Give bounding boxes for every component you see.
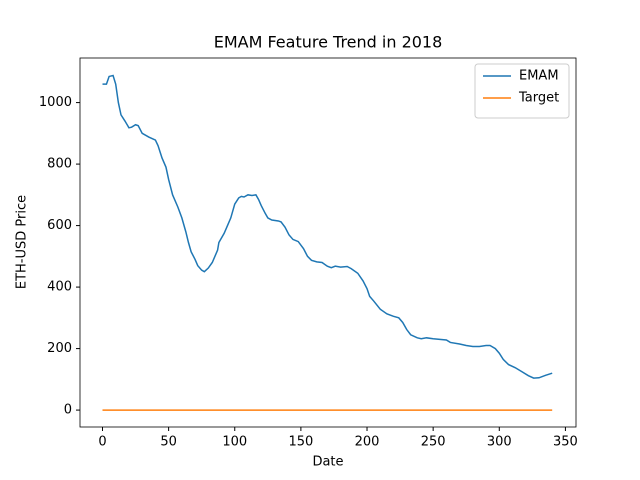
x-tick-label: 350: [553, 435, 578, 450]
legend-label: EMAM: [519, 69, 559, 84]
y-axis-label: ETH-USD Price: [15, 195, 30, 289]
y-tick-label: 1000: [39, 95, 72, 110]
x-tick-label: 50: [160, 435, 177, 450]
legend-label: Target: [518, 91, 559, 106]
y-tick-label: 200: [47, 341, 72, 356]
line-series: [102, 74, 553, 379]
y-tick-label: 600: [47, 218, 72, 233]
x-tick-label: 300: [487, 435, 512, 450]
x-tick-label: 150: [288, 435, 313, 450]
x-tick-label: 0: [98, 435, 106, 450]
y-tick-label: 0: [64, 403, 72, 418]
legend-box: [474, 63, 570, 119]
x-axis-label: Date: [312, 455, 343, 470]
x-tick-label: 200: [355, 435, 380, 450]
y-tick-label: 800: [47, 157, 72, 172]
x-tick-label: 250: [421, 435, 446, 450]
y-tick-label: 400: [47, 280, 72, 295]
plot-frame: [79, 57, 577, 428]
chart-title: EMAM Feature Trend in 2018: [214, 33, 443, 52]
x-tick-label: 100: [222, 435, 247, 450]
